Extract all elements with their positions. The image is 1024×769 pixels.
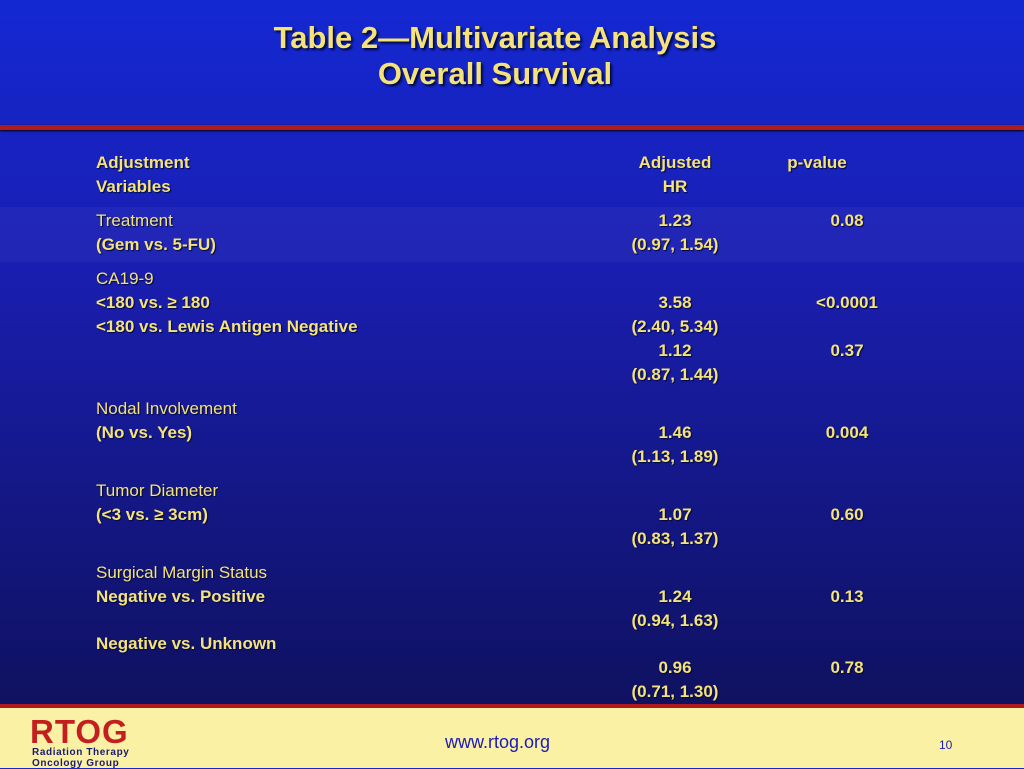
- ca199-hr-2: 1.12: [658, 341, 692, 360]
- nodal-label: Nodal Involvement: [96, 399, 237, 418]
- nodal-hr: 1.46: [658, 423, 692, 442]
- ca199-label: CA19-9: [96, 269, 154, 288]
- ca199-hr-1: 3.58: [658, 293, 692, 312]
- margin-pvalue-1: 0.13: [830, 587, 864, 606]
- header-hr: HR: [662, 177, 688, 196]
- margin-label: Surgical Margin Status: [96, 563, 268, 582]
- margin-hr-2: 0.96: [658, 658, 692, 677]
- ca199-pvalue-2: 0.37: [830, 341, 864, 360]
- treatment-pvalue: 0.08: [830, 211, 864, 230]
- tumor-ci: (0.83, 1.37): [631, 529, 719, 548]
- treatment-ci: (0.97, 1.54): [631, 235, 719, 254]
- ca199-comparison-1: <180 vs. ≥ 180: [96, 293, 210, 312]
- margin-hr-1: 1.24: [658, 587, 692, 606]
- tumor-comparison: (<3 vs. ≥ 3cm): [96, 505, 208, 524]
- tumor-pvalue: 0.60: [830, 505, 864, 524]
- rtog-logo-text: RTOG: [30, 713, 129, 750]
- nodal-pvalue: 0.004: [825, 423, 869, 442]
- header-adjusted: Adjusted: [638, 153, 712, 172]
- margin-comparison-1: Negative vs. Positive: [96, 587, 266, 606]
- rtog-logo-line-1: Radiation Therapy: [32, 747, 130, 758]
- website-link[interactable]: www.rtog.org: [445, 732, 551, 752]
- nodal-comparison: (No vs. Yes): [96, 423, 193, 442]
- treatment-hr: 1.23: [658, 211, 692, 230]
- ca199-comparison-2: <180 vs. Lewis Antigen Negative: [96, 317, 358, 336]
- tumor-label: Tumor Diameter: [96, 481, 219, 500]
- tumor-hr: 1.07: [658, 505, 692, 524]
- ca199-pvalue-1: <0.0001: [816, 293, 878, 312]
- margin-pvalue-2: 0.78: [830, 658, 864, 677]
- nodal-ci: (1.13, 1.89): [631, 447, 719, 466]
- margin-ci-2: (0.71, 1.30): [631, 682, 719, 701]
- treatment-label: Treatment: [96, 211, 173, 230]
- title-line-1: Table 2—Multivariate Analysis: [273, 20, 717, 55]
- ca199-ci-1: (2.40, 5.34): [631, 317, 719, 336]
- title-divider: [0, 125, 1024, 130]
- header-adjustment: Adjustment: [96, 153, 190, 172]
- title-line-2: Overall Survival: [377, 56, 613, 91]
- rtog-logo-line-2: Oncology Group: [32, 758, 120, 769]
- footer-bar: RTOG Radiation Therapy Oncology Group ww…: [0, 704, 1024, 769]
- treatment-comparison: (Gem vs. 5-FU): [96, 235, 216, 254]
- header-variables: Variables: [96, 177, 171, 196]
- header-pvalue: p-value: [787, 153, 847, 172]
- ca199-ci-2: (0.87, 1.44): [631, 365, 719, 384]
- margin-ci-1: (0.94, 1.63): [631, 611, 719, 630]
- margin-comparison-2: Negative vs. Unknown: [96, 634, 277, 653]
- page-number: 10: [939, 738, 953, 752]
- slide-title: Table 2—Multivariate Analysis Overall Su…: [0, 20, 990, 92]
